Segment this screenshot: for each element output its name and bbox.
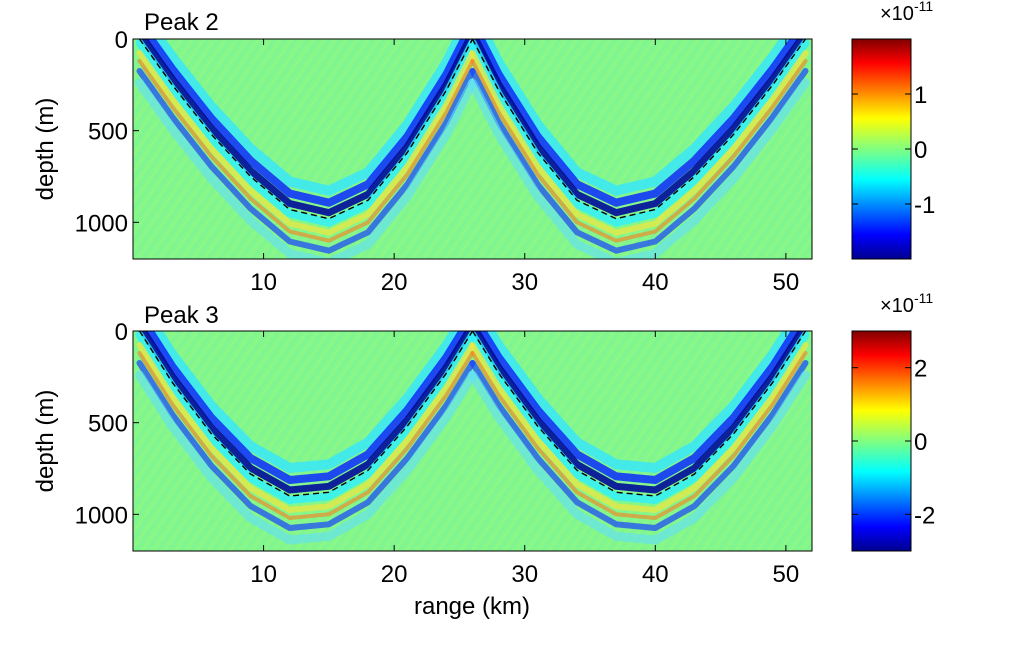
y-axis-label: depth (m)	[32, 98, 59, 201]
wavefront-band	[468, 370, 810, 545]
wavefront-band	[471, 39, 806, 217]
wavefront-band	[468, 78, 810, 259]
colorbar-multiplier: ×10-11	[880, 0, 933, 25]
x-tick-label: 10	[250, 269, 277, 296]
wavefront-band	[136, 360, 476, 531]
x-tick-label: 50	[773, 269, 800, 296]
wavefront-band	[139, 39, 474, 217]
heatmap	[133, 330, 812, 551]
wavefront-band	[469, 50, 809, 236]
x-tick-label: 40	[642, 561, 669, 588]
x-tick-label: 40	[642, 269, 669, 296]
colorbar-tick-label: 1	[914, 82, 927, 109]
colorbar-tick-label: 0	[914, 137, 927, 164]
wavefront-bands	[135, 331, 810, 545]
colorbar-gradient	[851, 330, 912, 552]
x-tick-label: 10	[250, 561, 277, 588]
wavefront-band	[469, 68, 809, 254]
colorbar-gradient	[851, 38, 912, 260]
colorbar-tick-label: 2	[914, 356, 927, 383]
wavefront-band	[137, 59, 475, 243]
wavefront-band	[136, 50, 476, 236]
y-tick-label: 0	[115, 319, 128, 346]
colorbar: ×10-11 2 0 -2	[851, 290, 935, 552]
y-tick-label: 500	[88, 119, 128, 146]
x-tick-label: 20	[381, 269, 408, 296]
wavefront-band	[477, 331, 801, 484]
dashed-overlay	[138, 330, 807, 497]
band-group	[135, 331, 810, 545]
y-axis-label: depth (m)	[32, 390, 59, 493]
dashed-curve	[471, 330, 807, 497]
wavefront-band	[476, 39, 799, 207]
wavefront-band	[135, 370, 477, 545]
x-axis-ticks: 10 20 30 40 50	[250, 39, 799, 296]
wavefront-band	[136, 68, 476, 254]
wavefront-band	[469, 360, 809, 531]
wavefront-band	[135, 78, 477, 259]
y-axis-ticks: 0 500 1000	[75, 27, 139, 237]
colorbar-ticks: 1 0 -1	[852, 82, 935, 219]
dashed-overlay	[138, 38, 807, 220]
wavefront-band	[468, 39, 810, 227]
colorbar-tick-label: -2	[914, 502, 935, 529]
y-tick-label: 1000	[75, 502, 128, 529]
x-axis-label: range (km)	[414, 593, 530, 620]
wavefront-band	[146, 39, 469, 207]
dashed-curve	[471, 38, 807, 220]
wavefront-band	[151, 331, 462, 473]
colorbar: ×10-11 1 0 -1	[851, 0, 935, 260]
axes-box	[132, 38, 813, 260]
wavefront-band	[470, 351, 808, 520]
panel-title: Peak 2	[144, 9, 219, 36]
wavefront-band	[144, 331, 468, 484]
dashed-curve	[138, 38, 474, 220]
x-tick-label: 50	[773, 561, 800, 588]
colorbar-ticks: 2 0 -2	[852, 356, 935, 529]
wavefront-band	[481, 39, 792, 196]
heatmap	[133, 38, 812, 259]
y-tick-label: 500	[88, 411, 128, 438]
panel-title: Peak 3	[144, 302, 219, 329]
wavefront-band	[468, 331, 810, 504]
x-tick-label: 20	[381, 561, 408, 588]
wavefront-band	[469, 342, 809, 513]
wavefront-band	[472, 331, 806, 494]
x-axis-ticks: 10 20 30 40 50	[250, 331, 799, 588]
dashed-curve	[138, 330, 474, 497]
x-tick-label: 30	[511, 269, 538, 296]
wavefront-band	[135, 331, 477, 504]
y-axis-ticks: 0 500 1000	[75, 319, 139, 529]
wavefront-bands	[135, 39, 810, 259]
colorbar-tick-label: 0	[914, 429, 927, 456]
x-tick-label: 30	[511, 561, 538, 588]
wavefront-band	[137, 351, 475, 520]
y-tick-label: 0	[115, 27, 128, 54]
band-group	[135, 39, 810, 259]
wavefront-band	[470, 59, 808, 243]
wavefront-band	[139, 331, 473, 494]
axes-box	[132, 330, 813, 552]
colorbar-tick-label: -1	[914, 192, 935, 219]
wavefront-band	[135, 39, 477, 227]
wavefront-band	[136, 342, 476, 513]
y-tick-label: 1000	[75, 210, 128, 237]
colorbar-multiplier: ×10-11	[880, 290, 933, 317]
wavefront-band	[153, 39, 464, 196]
wavefront-band	[483, 331, 794, 473]
